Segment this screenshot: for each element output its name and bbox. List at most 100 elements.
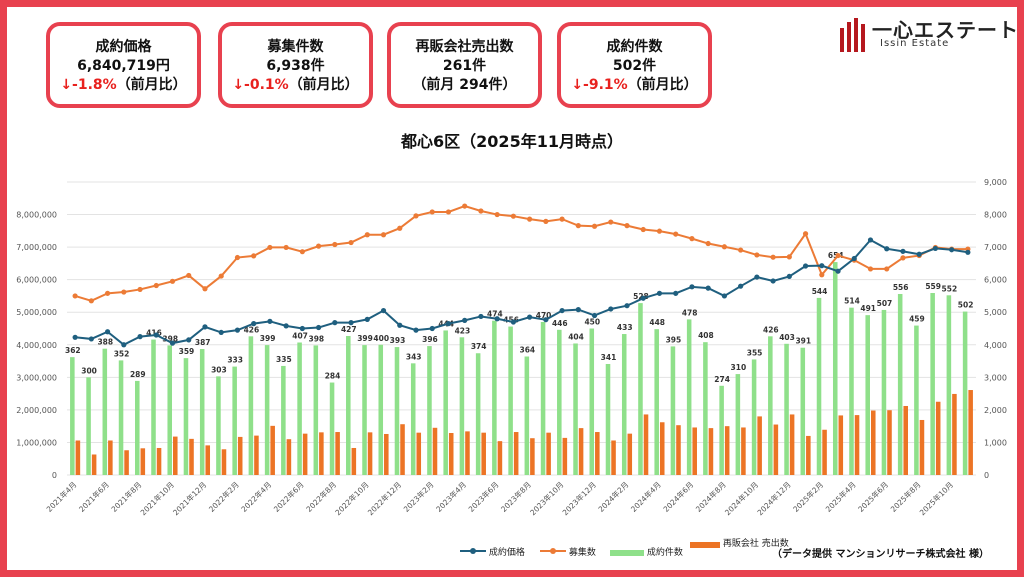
price-point	[462, 317, 468, 323]
price-point	[283, 323, 289, 329]
kpi-value: 6,938件	[266, 58, 325, 74]
bar-deals	[784, 343, 789, 475]
bar-resale	[384, 433, 389, 475]
bar-deals	[508, 326, 513, 475]
legend-item-deals: 成約件数	[610, 545, 683, 558]
bar-deals	[248, 336, 254, 475]
bar-resale	[286, 439, 292, 475]
x-tick-label: 2024年12月	[755, 479, 793, 517]
bar-resale	[432, 427, 438, 475]
bar-resale	[870, 410, 876, 475]
x-tick-label: 2025年4月	[823, 479, 858, 514]
bar-resale	[708, 428, 714, 475]
x-tick-label: 2023年12月	[560, 479, 598, 517]
bar-resale	[416, 432, 422, 475]
chart-title: 都心6区（2025年11月時点）	[401, 132, 623, 151]
x-tick-label: 2023年4月	[434, 479, 469, 514]
bar-resale	[611, 440, 616, 475]
data-label-deals: 474	[487, 310, 503, 319]
x-tick-label: 2025年10月	[917, 479, 955, 517]
listings-point	[478, 208, 484, 214]
listings-point	[332, 241, 338, 248]
bar-resale	[935, 401, 941, 475]
bar-deals	[589, 328, 595, 475]
bar-resale	[903, 405, 909, 475]
logo-name-en: Issin Estate	[880, 38, 950, 49]
y-left-tick-label: 1,000,000	[16, 438, 57, 447]
x-tick-label: 2022年4月	[239, 479, 274, 514]
bar-deals	[670, 346, 676, 475]
price-point	[916, 251, 922, 257]
bar-resale	[351, 447, 357, 475]
price-point	[624, 303, 630, 309]
listings-point	[494, 211, 500, 218]
kpi-title: 再販会社売出数	[415, 39, 514, 55]
data-label-deals: 284	[325, 372, 341, 381]
listings-point	[462, 203, 468, 209]
bar-resale	[676, 425, 681, 475]
y-right-tick-label: 5,000	[984, 308, 1007, 317]
bar-resale	[254, 435, 259, 475]
data-label-deals: 507	[877, 299, 893, 308]
price-point	[543, 317, 549, 323]
data-credit: （データ提供 マンションリサーチ株式会社 様）	[772, 549, 989, 560]
bar-deals	[199, 349, 205, 475]
kpi-card-contract-price: 成約価格 6,840,719円 ↓-1.8%（前月比）	[46, 22, 201, 108]
data-label-deals: 359	[179, 347, 195, 356]
bar-deals	[897, 293, 903, 475]
price-point	[575, 307, 581, 313]
price-point	[267, 318, 273, 324]
x-tick-label: 2024年2月	[596, 479, 631, 514]
price-point	[364, 316, 370, 322]
data-label-deals: 362	[65, 346, 81, 355]
bar-deals	[297, 342, 302, 475]
kpi-card-contract-count: 成約件数 502件 ↓-9.1%（前月比）	[557, 22, 712, 108]
bar-deals	[719, 385, 724, 475]
data-label-deals: 426	[763, 325, 779, 334]
listings-point	[673, 231, 679, 237]
data-label-deals: 403	[779, 333, 795, 342]
bar-deals	[459, 337, 465, 475]
data-label-deals: 399	[357, 334, 373, 343]
price-point	[218, 329, 224, 336]
listings-point	[429, 209, 435, 215]
bar-resale	[124, 450, 129, 475]
company-logo	[840, 18, 865, 52]
listings-point	[413, 213, 419, 219]
x-tick-label: 2024年10月	[722, 479, 760, 517]
data-label-deals: 423	[455, 326, 471, 335]
data-label-deals: 343	[406, 352, 422, 361]
listings-point	[527, 216, 533, 222]
bar-resale	[789, 414, 795, 475]
bar-resale	[205, 445, 211, 475]
kpi-note: （前月比）	[288, 77, 359, 93]
price-line	[75, 238, 969, 346]
data-label-deals: 398	[162, 334, 178, 343]
price-point	[689, 284, 695, 290]
listings-point	[121, 289, 127, 295]
y-right-tick-label: 2,000	[984, 406, 1007, 415]
listings-point	[397, 225, 403, 231]
kpi-card-resale-supply: 再販会社売出数 261件 （前月 294件）	[387, 22, 542, 108]
listings-point	[104, 290, 111, 296]
listings-point	[234, 254, 241, 261]
bar-resale	[497, 441, 503, 475]
bar-deals	[930, 293, 935, 475]
data-label-deals: 491	[860, 304, 876, 313]
legend-label: 成約価格	[488, 548, 525, 558]
bar-deals	[183, 358, 189, 475]
bar-resale	[546, 432, 551, 475]
price-point	[673, 290, 679, 296]
bar-deals	[346, 335, 351, 475]
price-point	[949, 247, 955, 253]
bar-deals	[605, 363, 611, 475]
kpi-sub: （前月 294件）	[412, 77, 517, 93]
data-label-deals: 387	[195, 338, 211, 347]
bar-deals	[832, 262, 838, 475]
bar-deals	[86, 377, 91, 475]
data-label-deals: 514	[844, 297, 860, 306]
y-right-tick-label: 0	[984, 471, 989, 480]
bar-resale	[189, 438, 194, 475]
listings-point	[88, 298, 94, 304]
price-point	[738, 283, 744, 289]
